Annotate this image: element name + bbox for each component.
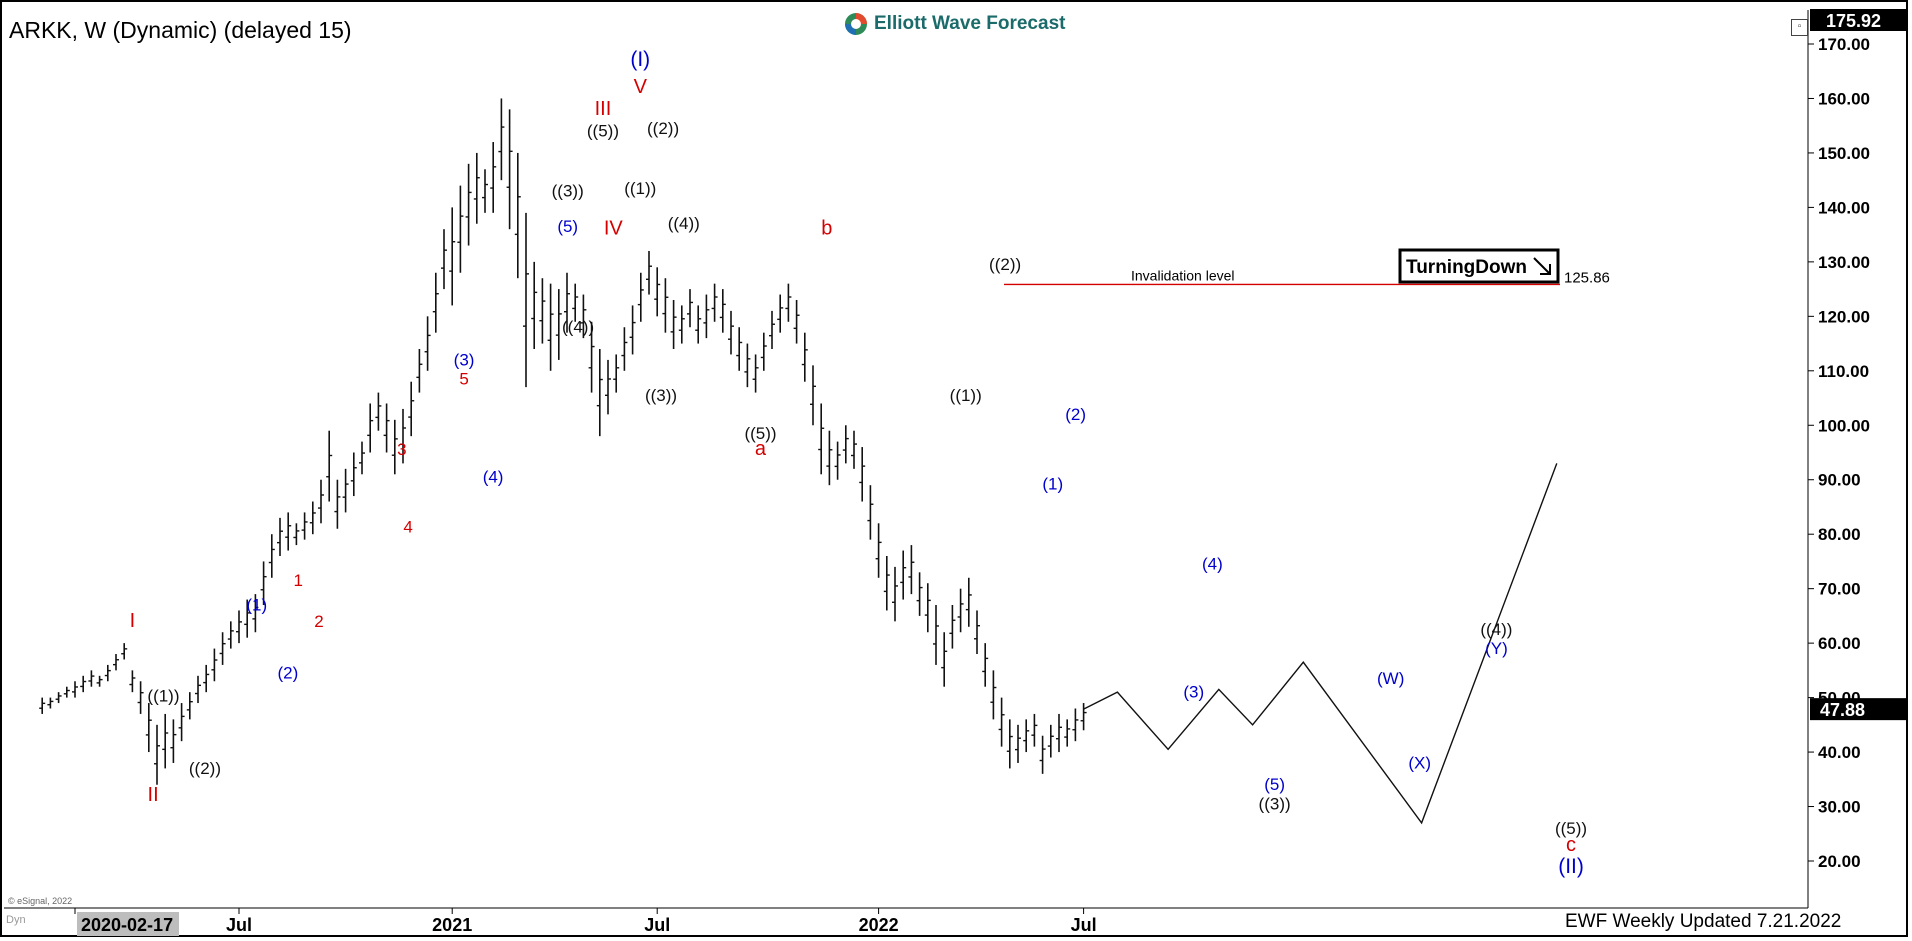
- arrow-down-right-icon: [1533, 257, 1551, 275]
- wave-label: 1: [293, 571, 302, 590]
- wave-label: ((2)): [989, 255, 1021, 274]
- ohlc-bars: [39, 98, 1087, 785]
- wave-label: ((5)): [587, 122, 619, 141]
- wave-label: (4): [483, 467, 504, 486]
- wave-label: ((5)): [744, 424, 776, 443]
- wave-label: 3: [397, 440, 406, 459]
- wave-label: (3): [454, 350, 475, 369]
- x-tick-label: Jul: [1071, 915, 1097, 935]
- restore-window-button[interactable]: ▫: [1791, 19, 1808, 36]
- wave-label: ((3)): [645, 386, 677, 405]
- y-tick-label: 120.00: [1818, 307, 1870, 326]
- wave-label: ((2)): [647, 119, 679, 138]
- wave-label: ((4)): [1480, 620, 1512, 639]
- wave-label: (II): [1558, 855, 1584, 878]
- y-tick-label: 30.00: [1818, 798, 1861, 817]
- wave-label: 4: [403, 518, 412, 537]
- wave-label: (3): [1183, 683, 1204, 702]
- wave-label: (1): [1042, 475, 1063, 494]
- y-tick-label: 150.00: [1818, 144, 1870, 163]
- wave-label: ((4)): [668, 214, 700, 233]
- wave-label: (4): [1202, 555, 1223, 574]
- wave-label: I: [130, 610, 136, 632]
- copyright-text: © eSignal, 2022: [8, 896, 73, 906]
- invalidation-label: Invalidation level: [1131, 267, 1235, 283]
- y-tick-label: 80.00: [1818, 525, 1861, 544]
- last-price-badge: [1810, 698, 1908, 721]
- updated-note: EWF Weekly Updated 7.21.2022: [1565, 911, 1842, 932]
- y-tick-label: 90.00: [1818, 471, 1861, 490]
- x-tick-label: 2021: [432, 915, 472, 935]
- wave-label: II: [148, 784, 159, 806]
- y-tick-label: 140.00: [1818, 198, 1870, 217]
- wave-label: ((1)): [147, 686, 179, 705]
- wave-label: ((3)): [552, 182, 584, 201]
- wave-label: ((3)): [1259, 794, 1291, 813]
- y-tick-label: 110.00: [1818, 362, 1869, 381]
- wave-label: c: [1566, 834, 1576, 856]
- wave-label: a: [755, 438, 767, 460]
- wave-label: ((4)): [562, 318, 594, 337]
- wave-label: III: [595, 98, 612, 120]
- y-tick-label: 170.00: [1818, 35, 1870, 54]
- x-tick-label: Jul: [226, 915, 252, 935]
- x-tick-label: Jul: [644, 915, 670, 935]
- invalidation-value: 125.86: [1564, 269, 1610, 286]
- wave-label: ((1)): [624, 179, 656, 198]
- brand-logo: Elliott Wave Forecast: [844, 10, 1066, 38]
- wave-label: (I): [630, 48, 650, 71]
- wave-label: 5: [459, 369, 468, 388]
- wave-label: (5): [1264, 775, 1285, 794]
- projection-path: [1083, 463, 1558, 825]
- x-tick-label: 2020-02-17: [81, 915, 173, 935]
- invalidation-line: Invalidation level 125.86 TurningDown: [1004, 248, 1610, 286]
- wave-label: 2: [314, 612, 323, 631]
- y-tick-label: 40.00: [1818, 743, 1861, 762]
- y-tick-label: 20.00: [1818, 852, 1861, 871]
- last-price-text: 47.88: [1820, 700, 1865, 720]
- wave-label: (2): [1065, 405, 1086, 424]
- wave-label: (W): [1377, 669, 1404, 688]
- turning-down-badge: [1398, 248, 1560, 284]
- wave-label: (2): [277, 664, 298, 683]
- dyn-toggle[interactable]: Dyn: [6, 914, 26, 926]
- top-price-badge: [1810, 9, 1908, 31]
- wave-label: (1): [246, 595, 267, 614]
- axis-layer: 20.0030.0040.0050.0060.0070.0080.0090.00…: [4, 9, 1908, 936]
- projection-line: [1083, 463, 1558, 825]
- wave-label: (Y): [1485, 639, 1508, 658]
- x-tick-label: 2022: [859, 915, 899, 935]
- brand-name: Elliott Wave Forecast: [874, 13, 1066, 34]
- y-tick-label: 60.00: [1818, 634, 1861, 653]
- top-price-text: 175.92: [1826, 11, 1881, 31]
- wave-label: ((5)): [1555, 819, 1587, 838]
- globe-icon: [845, 13, 867, 35]
- turning-down-text: TurningDown: [1406, 257, 1527, 278]
- wave-label: (X): [1408, 753, 1431, 772]
- y-tick-label: 100.00: [1818, 416, 1870, 435]
- wave-label: ((1)): [950, 386, 982, 405]
- wave-label: ((2)): [189, 759, 221, 778]
- wave-labels: III((1))((2))(1)(2)1234(3)5(4)(5)((3))((…: [130, 48, 1587, 878]
- wave-label: IV: [604, 218, 624, 240]
- y-tick-label: 160.00: [1818, 89, 1870, 108]
- symbol-title: ARKK, W (Dynamic) (delayed 15): [9, 17, 352, 43]
- x-label-highlight: [77, 912, 179, 936]
- wave-label: b: [821, 218, 832, 240]
- wave-label: (5): [557, 217, 578, 236]
- y-tick-label: 70.00: [1818, 580, 1861, 599]
- y-tick-label: 130.00: [1818, 253, 1870, 272]
- wave-label: V: [634, 76, 648, 98]
